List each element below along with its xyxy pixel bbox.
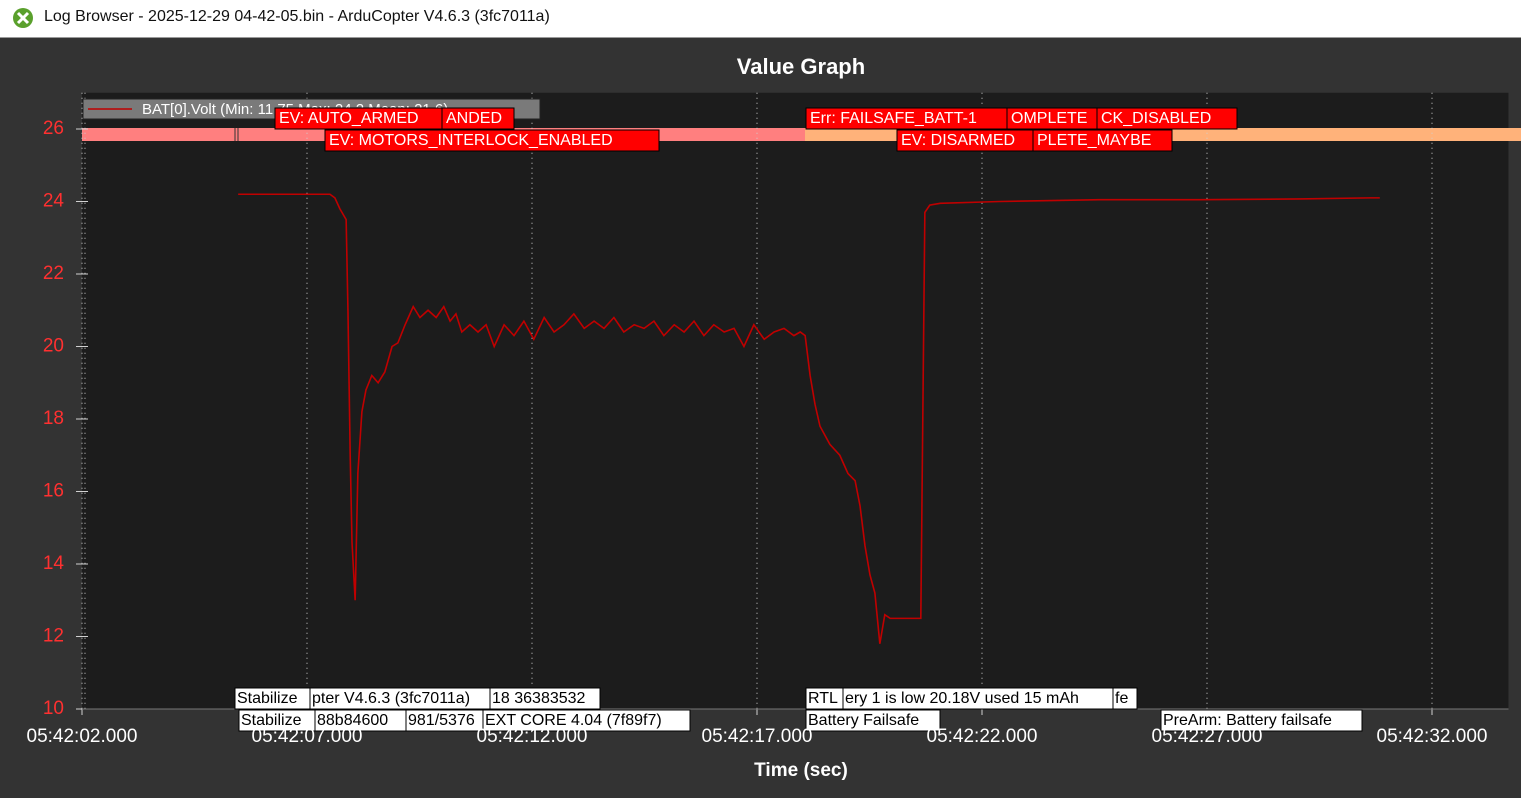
x-tick-label: 05:42:22.000 <box>927 726 1038 747</box>
message-label: ery 1 is low 20.18V used 15 mAh <box>842 687 1114 710</box>
message-text: pter V4.6.3 (3fc7011a) <box>312 690 470 707</box>
message-text: Stabilize <box>237 690 298 707</box>
event-text: EV: AUTO_ARMED <box>279 110 419 127</box>
message-label: 981/5376 <box>405 709 484 732</box>
event-label: OMPLETE <box>1006 107 1098 130</box>
event-label: Err: FAILSAFE_BATT-1 <box>805 107 1008 130</box>
message-box <box>1112 687 1138 710</box>
y-tick-label: 22 <box>43 263 64 284</box>
message-text: ery 1 is low 20.18V used 15 mAh <box>845 690 1079 707</box>
event-text: ANDED <box>446 110 502 127</box>
event-text: EV: DISARMED <box>901 132 1015 149</box>
message-label: Stabilize <box>234 687 311 710</box>
message-box <box>482 709 691 732</box>
message-text: 981/5376 <box>408 712 475 729</box>
x-tick-label: 05:42:17.000 <box>702 726 813 747</box>
message-text: PreArm: Battery failsafe <box>1163 712 1332 729</box>
event-box <box>1096 107 1238 130</box>
message-box <box>805 709 941 732</box>
y-tick-label: 12 <box>43 626 64 647</box>
event-label: PLETE_MAYBE <box>1032 129 1173 152</box>
x-tick-label: 05:42:32.000 <box>1377 726 1488 747</box>
y-tick-label: 26 <box>43 118 64 139</box>
event-text: EV: MOTORS_INTERLOCK_ENABLED <box>329 132 613 149</box>
x-tick-label: 05:42:02.000 <box>27 726 138 747</box>
app-icon <box>13 8 33 28</box>
message-box <box>1160 709 1363 732</box>
y-tick-label: 16 <box>43 481 64 502</box>
event-label: EV: DISARMED <box>896 129 1034 152</box>
message-label: Battery Failsafe <box>805 709 941 732</box>
message-text: 18 36383532 <box>492 690 586 707</box>
event-box <box>1032 129 1173 152</box>
event-text: Err: FAILSAFE_BATT-1 <box>810 110 977 127</box>
event-text: PLETE_MAYBE <box>1037 132 1151 149</box>
plot-background <box>82 92 1509 709</box>
y-tick-label: 18 <box>43 408 64 429</box>
event-text: OMPLETE <box>1011 110 1087 127</box>
event-box <box>324 129 660 152</box>
event-label: EV: MOTORS_INTERLOCK_ENABLED <box>324 129 660 152</box>
message-label: RTL <box>805 687 844 710</box>
y-tick-label: 24 <box>43 191 65 212</box>
message-text: Stabilize <box>241 712 302 729</box>
message-label: pter V4.6.3 (3fc7011a) <box>309 687 491 710</box>
window-title: Log Browser - 2025-12-29 04-42-05.bin - … <box>44 8 550 25</box>
y-tick-label: 10 <box>43 698 64 719</box>
message-text: RTL <box>808 690 838 707</box>
x-axis-title: Time (sec) <box>754 760 848 781</box>
y-tick-label: 14 <box>43 553 65 574</box>
message-text: Battery Failsafe <box>808 712 919 729</box>
message-label: Stabilize <box>238 709 316 732</box>
event-box <box>441 107 515 130</box>
message-text: 88b84600 <box>317 712 388 729</box>
chart: Value Graph Time (sec) BAT[0].Volt (Min:… <box>0 38 1521 798</box>
message-label: 88b84600 <box>314 709 407 732</box>
data-line <box>238 193 1380 644</box>
event-label: EV: AUTO_ARMED <box>274 107 443 130</box>
event-label: CK_DISABLED <box>1096 107 1238 130</box>
plot-area: BAT[0].Volt (Min: 11.75 Max: 24.2 Mean: … <box>76 92 1521 732</box>
event-label: ANDED <box>441 107 515 130</box>
x-tick-label: 05:42:27.000 <box>1152 726 1263 747</box>
x-tick-label: 05:42:12.000 <box>477 726 588 747</box>
message-label: 18 36383532 <box>489 687 601 710</box>
message-label: PreArm: Battery failsafe <box>1160 709 1363 732</box>
message-text: fe <box>1115 690 1128 707</box>
message-box <box>489 687 601 710</box>
message-label: EXT CORE 4.04 (7f89f7) <box>482 709 691 732</box>
chart-title: Value Graph <box>737 54 865 79</box>
title-bar: Log Browser - 2025-12-29 04-42-05.bin - … <box>0 0 1521 38</box>
x-tick-label: 05:42:07.000 <box>252 726 363 747</box>
message-label: fe <box>1112 687 1138 710</box>
event-text: CK_DISABLED <box>1101 110 1211 127</box>
message-text: EXT CORE 4.04 (7f89f7) <box>485 712 662 729</box>
y-tick-label: 20 <box>43 336 64 357</box>
